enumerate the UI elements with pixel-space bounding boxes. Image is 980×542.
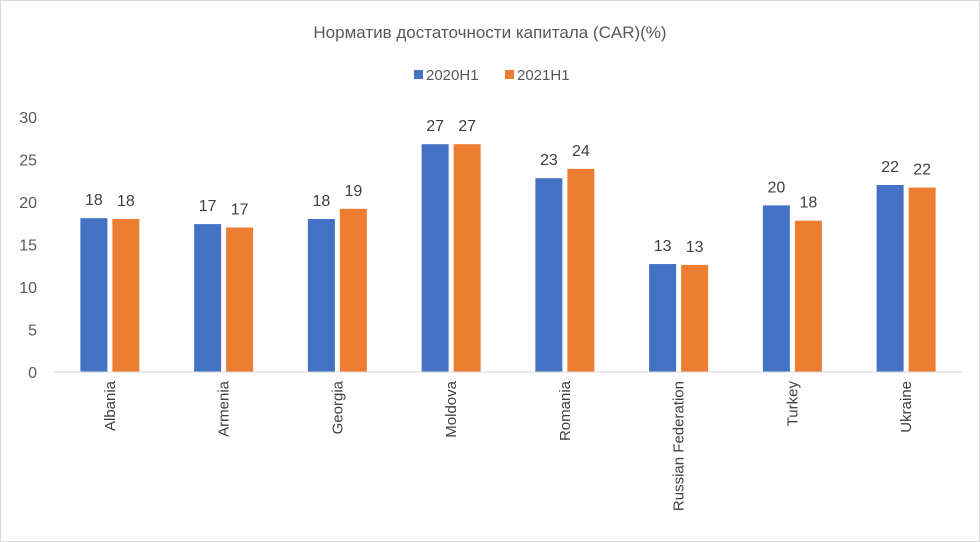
y-tick-label: 30 xyxy=(19,110,37,127)
y-axis: 0 5 10 15 20 25 30 xyxy=(19,110,37,382)
data-label: 22 xyxy=(881,159,899,176)
bar-2020h1 xyxy=(649,264,677,372)
chart-title: Норматив достаточности капитала (CAR)(%) xyxy=(313,23,666,42)
y-tick-label: 10 xyxy=(19,280,37,297)
bar-2021h1 xyxy=(112,219,140,372)
data-label: 20 xyxy=(767,179,785,196)
bar-2020h1 xyxy=(194,224,222,372)
legend-label-2020h1: 2020H1 xyxy=(426,67,479,84)
bar-2021h1 xyxy=(567,168,595,372)
data-label: 17 xyxy=(231,202,249,219)
y-tick-label: 0 xyxy=(28,365,37,382)
y-tick-label: 15 xyxy=(19,238,37,255)
data-label: 18 xyxy=(799,195,817,212)
y-tick-label: 5 xyxy=(28,323,37,340)
data-label: 17 xyxy=(199,198,217,215)
legend-swatch-2020h1 xyxy=(414,70,423,79)
data-label: 22 xyxy=(913,162,931,179)
bar-2020h1 xyxy=(80,218,108,372)
category-label: Romania xyxy=(557,380,574,441)
bars xyxy=(80,144,936,372)
data-label: 13 xyxy=(686,239,704,256)
legend: 2020H1 2021H1 xyxy=(414,67,570,84)
bar-2021h1 xyxy=(453,144,481,372)
legend-label-2021h1: 2021H1 xyxy=(517,67,570,84)
category-label: Ukraine xyxy=(898,381,915,433)
data-label: 27 xyxy=(426,118,444,135)
data-label: 18 xyxy=(85,192,103,209)
category-label: Armenia xyxy=(216,380,233,437)
data-label: 13 xyxy=(654,238,672,255)
bar-2020h1 xyxy=(535,178,563,372)
category-label: Russian Federation xyxy=(671,381,688,511)
bar-2020h1 xyxy=(421,144,449,372)
data-label: 27 xyxy=(458,118,476,135)
data-label: 18 xyxy=(117,193,135,210)
legend-swatch-2021h1 xyxy=(505,70,514,79)
y-tick-label: 20 xyxy=(19,195,37,212)
bar-2021h1 xyxy=(681,264,709,372)
bar-2021h1 xyxy=(794,220,822,372)
data-label: 24 xyxy=(572,143,590,160)
bar-2021h1 xyxy=(339,208,367,372)
data-label: 19 xyxy=(344,183,362,200)
bar-2020h1 xyxy=(307,219,335,372)
data-labels: 18 18 17 17 18 19 27 27 23 24 13 13 20 18 22 22 xyxy=(85,118,931,256)
category-label: Turkey xyxy=(784,381,801,427)
category-label: Albania xyxy=(102,380,119,431)
category-label: Moldova xyxy=(443,380,460,437)
y-tick-label: 25 xyxy=(19,153,37,170)
x-axis: Albania Armenia Georgia Moldova Romania Russi… xyxy=(53,371,963,511)
data-label: 23 xyxy=(540,152,558,169)
data-label: 18 xyxy=(312,193,330,210)
bar-2021h1 xyxy=(226,227,254,372)
bar-2021h1 xyxy=(908,187,936,372)
category-label: Georgia xyxy=(329,380,346,434)
bar-2020h1 xyxy=(762,205,790,372)
bar-2020h1 xyxy=(876,185,904,372)
